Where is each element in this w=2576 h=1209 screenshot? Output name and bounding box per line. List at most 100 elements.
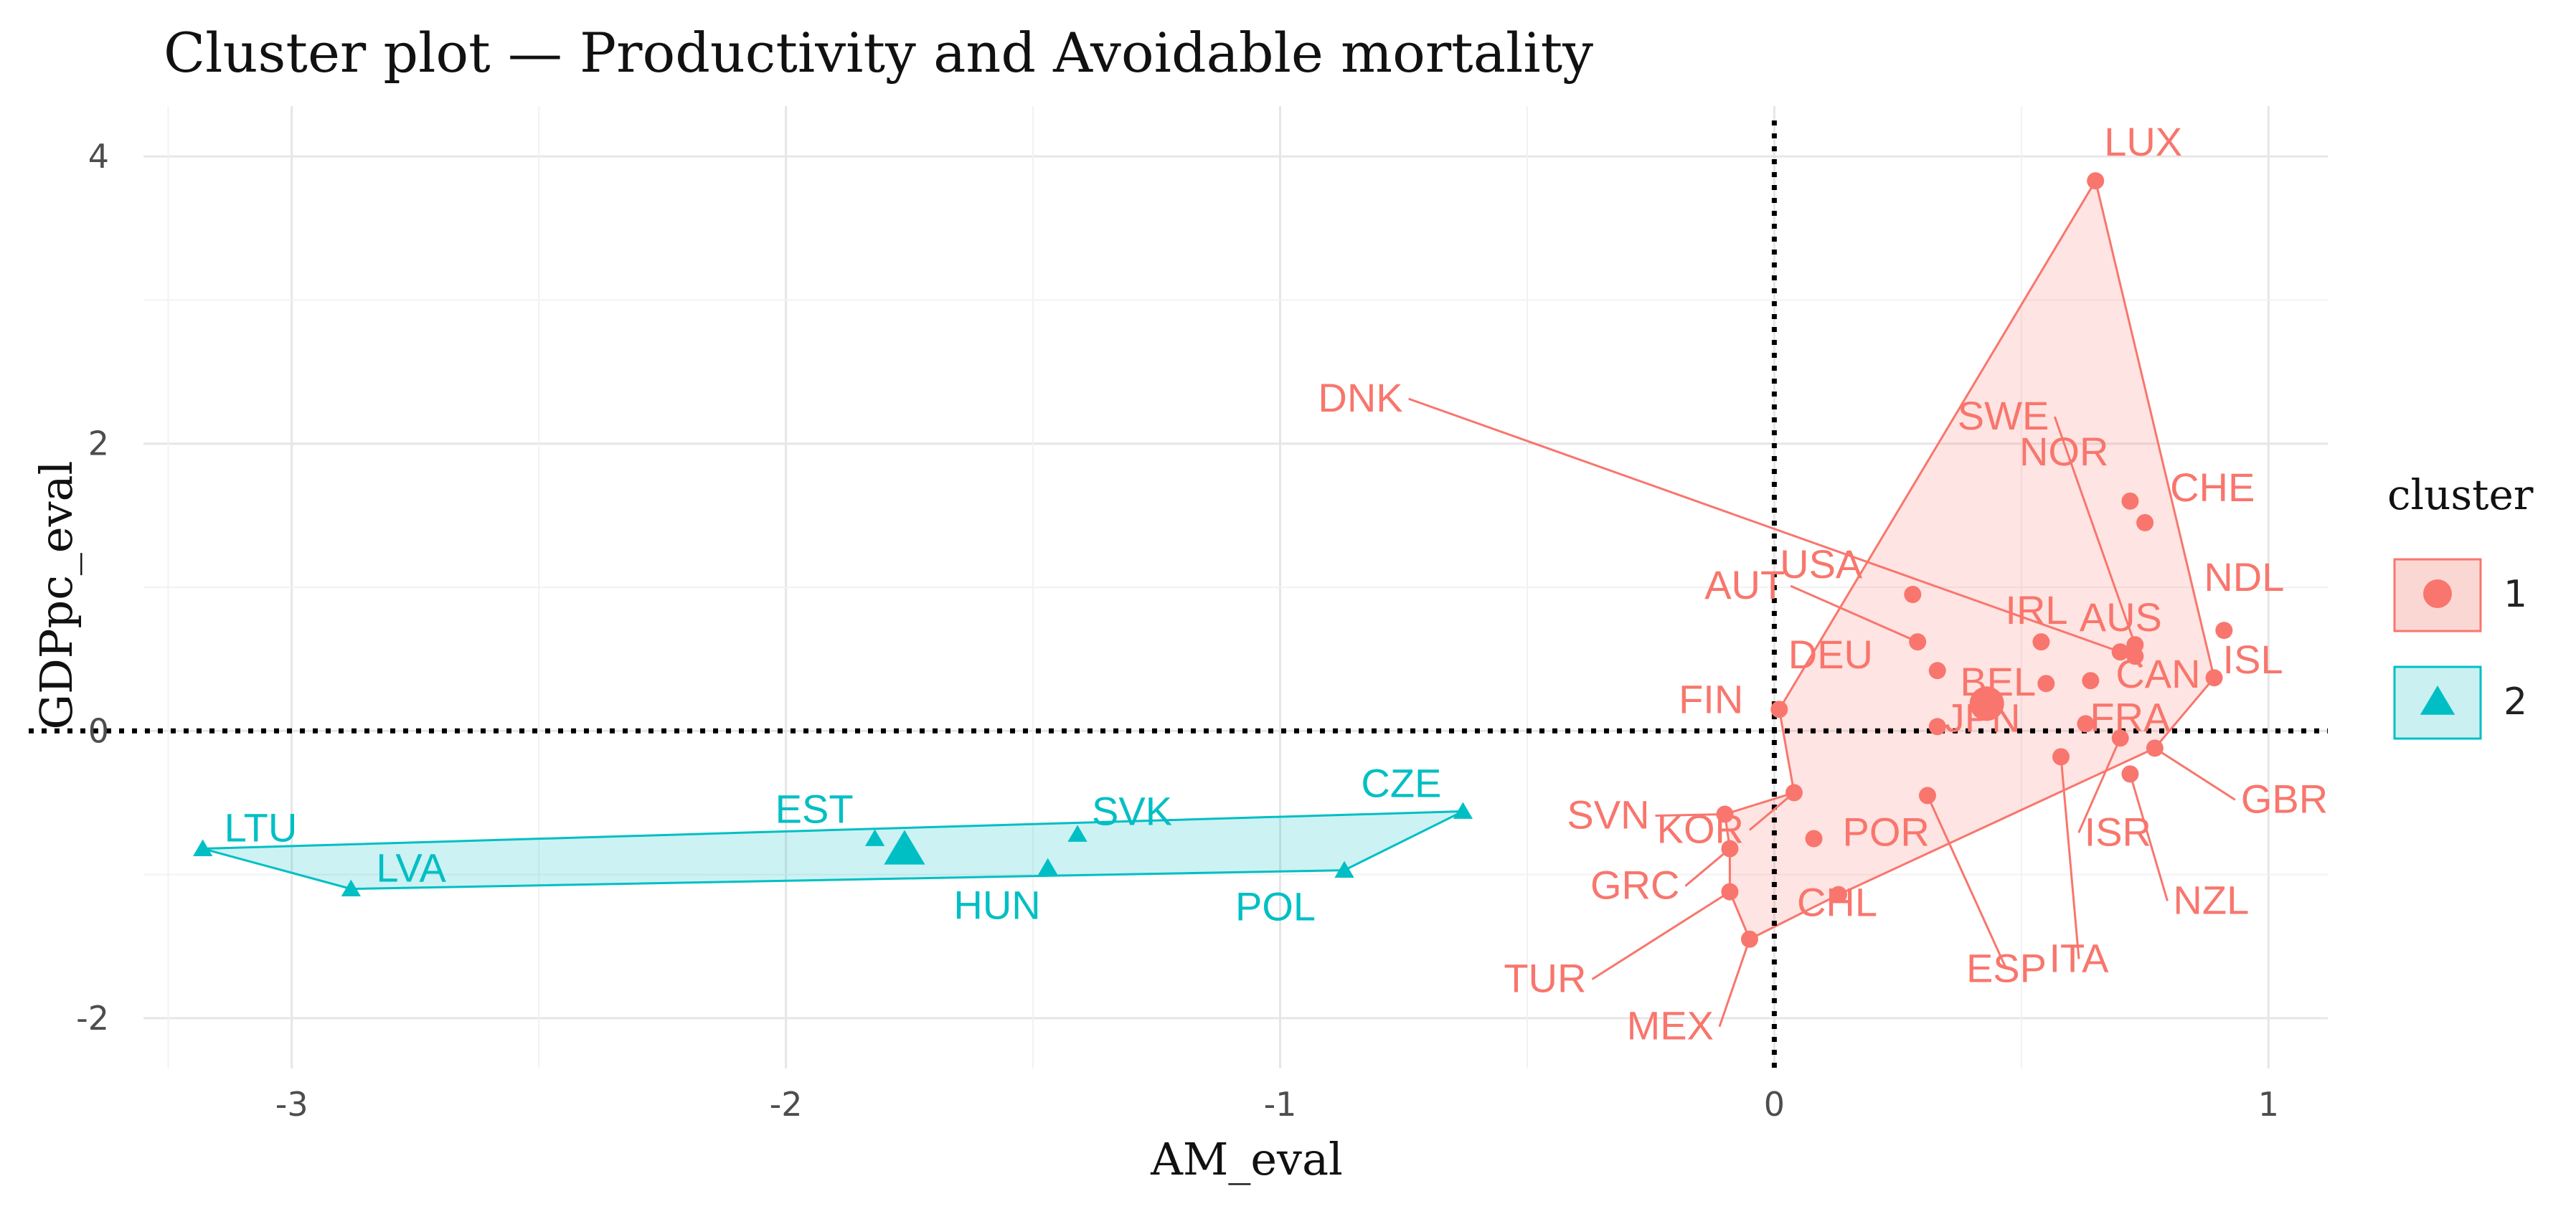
point-por [1805, 830, 1823, 848]
point-label-dnk: DNK [1318, 375, 1402, 420]
point-chl [1829, 886, 1847, 904]
leader-grc [1684, 848, 1731, 887]
label-leader-lines [1408, 397, 2236, 1028]
leader-mex [1718, 939, 1751, 1028]
point-can [2082, 672, 2100, 690]
point-svn [1716, 805, 1734, 823]
point-bel [2037, 675, 2055, 693]
point-isl [2205, 669, 2223, 687]
point-label-chl: CHL [1797, 880, 1877, 925]
point-isr [2111, 729, 2129, 747]
point-tur [1721, 883, 1739, 901]
point-esp [1918, 787, 1936, 805]
point-svk [1067, 825, 1088, 842]
y-axis-title: GDPpc_eval [30, 461, 82, 730]
point-label-fin: FIN [1679, 676, 1743, 721]
point-label-jpn: JPN [1945, 695, 2021, 740]
point-deu [1928, 662, 1946, 680]
point-label-swe: SWE [1958, 393, 2049, 438]
point-label-ltu: LTU [225, 805, 298, 850]
point-hun [1038, 858, 1058, 875]
point-label-est: EST [775, 787, 854, 832]
point-ndl [2215, 622, 2233, 640]
axis-ticks: -3 -2 -1 0 1 -2 0 2 4 [76, 137, 2279, 1124]
point-lux [2087, 172, 2105, 190]
x-tick-label: 1 [2258, 1085, 2279, 1124]
point-fin [1770, 701, 1788, 719]
point-label-usa: USA [1780, 541, 1863, 587]
point-label-lux: LUX [2104, 119, 2182, 164]
cluster-hulls [202, 179, 2216, 941]
point-irl [2032, 633, 2050, 651]
point-label-esp: ESP [1966, 945, 2047, 990]
leader-swe [2053, 416, 2136, 645]
leader-esp [1926, 795, 2008, 970]
leader-tur [1591, 891, 1731, 980]
point-label-cze: CZE [1361, 760, 1441, 805]
x-tick-label: 0 [1764, 1085, 1785, 1124]
leader-isr [2077, 737, 2122, 833]
point-label-mex: MEX [1627, 1003, 1714, 1048]
point-label-isr: ISR [2085, 809, 2151, 854]
point-label-tur: TUR [1504, 956, 1586, 1001]
point-che [2136, 513, 2154, 531]
point-grc [1721, 840, 1739, 858]
point-label-isl: ISL [2223, 637, 2283, 682]
point-label-kor: KOR [1657, 806, 1744, 851]
legend-symbol-2 [2420, 686, 2455, 715]
point-pol [1334, 860, 1354, 878]
point-label-bel: BEL [1960, 659, 2036, 704]
chart-title: Cluster plot — Productivity and Avoidabl… [164, 21, 1593, 85]
point-lva [341, 879, 361, 897]
point-label-svn: SVN [1567, 792, 1649, 837]
point-label-grc: GRC [1590, 863, 1679, 908]
point-label-irl: IRL [2005, 587, 2067, 632]
leader-aut [1790, 584, 1918, 643]
point-label-che: CHE [2170, 465, 2255, 510]
point-est [864, 829, 885, 846]
point-kor [1785, 784, 1803, 802]
point-label-aut: AUT [1704, 562, 1785, 607]
point-label-nor: NOR [2019, 429, 2108, 474]
point-nor [2121, 492, 2139, 510]
y-tick-label: 0 [88, 711, 109, 750]
point-aus [2126, 648, 2144, 665]
point-label-svk: SVK [1092, 789, 1172, 834]
point-label-nzl: NZL [2173, 877, 2249, 922]
legend-label-2: 2 [2504, 681, 2527, 724]
point-label-fra: FRA [2090, 694, 2171, 739]
leader-svn [1655, 812, 1725, 817]
point-cze [1453, 802, 1473, 819]
leader-dnk [1408, 397, 2121, 653]
grid [143, 106, 2328, 1068]
point-label-ita: ITA [2049, 935, 2110, 980]
y-tick-label: 2 [88, 425, 109, 463]
point-aut [1909, 633, 1927, 651]
point-fra [2077, 715, 2095, 733]
x-tick-label: -3 [275, 1085, 308, 1124]
point-jpn [1928, 718, 1946, 736]
point-label-gbr: GBR [2241, 776, 2328, 821]
cluster-1-centroid [1969, 686, 2004, 721]
point-label-lva: LVA [376, 845, 446, 891]
x-axis-title: AM_eval [1150, 1133, 1343, 1185]
y-tick-label: 4 [88, 137, 109, 176]
x-tick-label: -2 [770, 1085, 803, 1124]
point-ita [2052, 748, 2070, 766]
point-label-ndl: NDL [2204, 554, 2284, 599]
y-tick-label: -2 [76, 999, 109, 1038]
point-dnk [2111, 643, 2129, 661]
point-mex [1740, 930, 1758, 948]
point-label-can: CAN [2115, 651, 2200, 696]
point-label-pol: POL [1235, 884, 1316, 929]
leader-kor [1749, 792, 1795, 831]
data-points [193, 172, 2233, 948]
point-nzl [2121, 765, 2139, 783]
point-usa [1904, 586, 1922, 604]
point-label-hun: HUN [953, 883, 1040, 928]
leader-gbr [2154, 747, 2236, 801]
leader-ita [2060, 757, 2080, 959]
